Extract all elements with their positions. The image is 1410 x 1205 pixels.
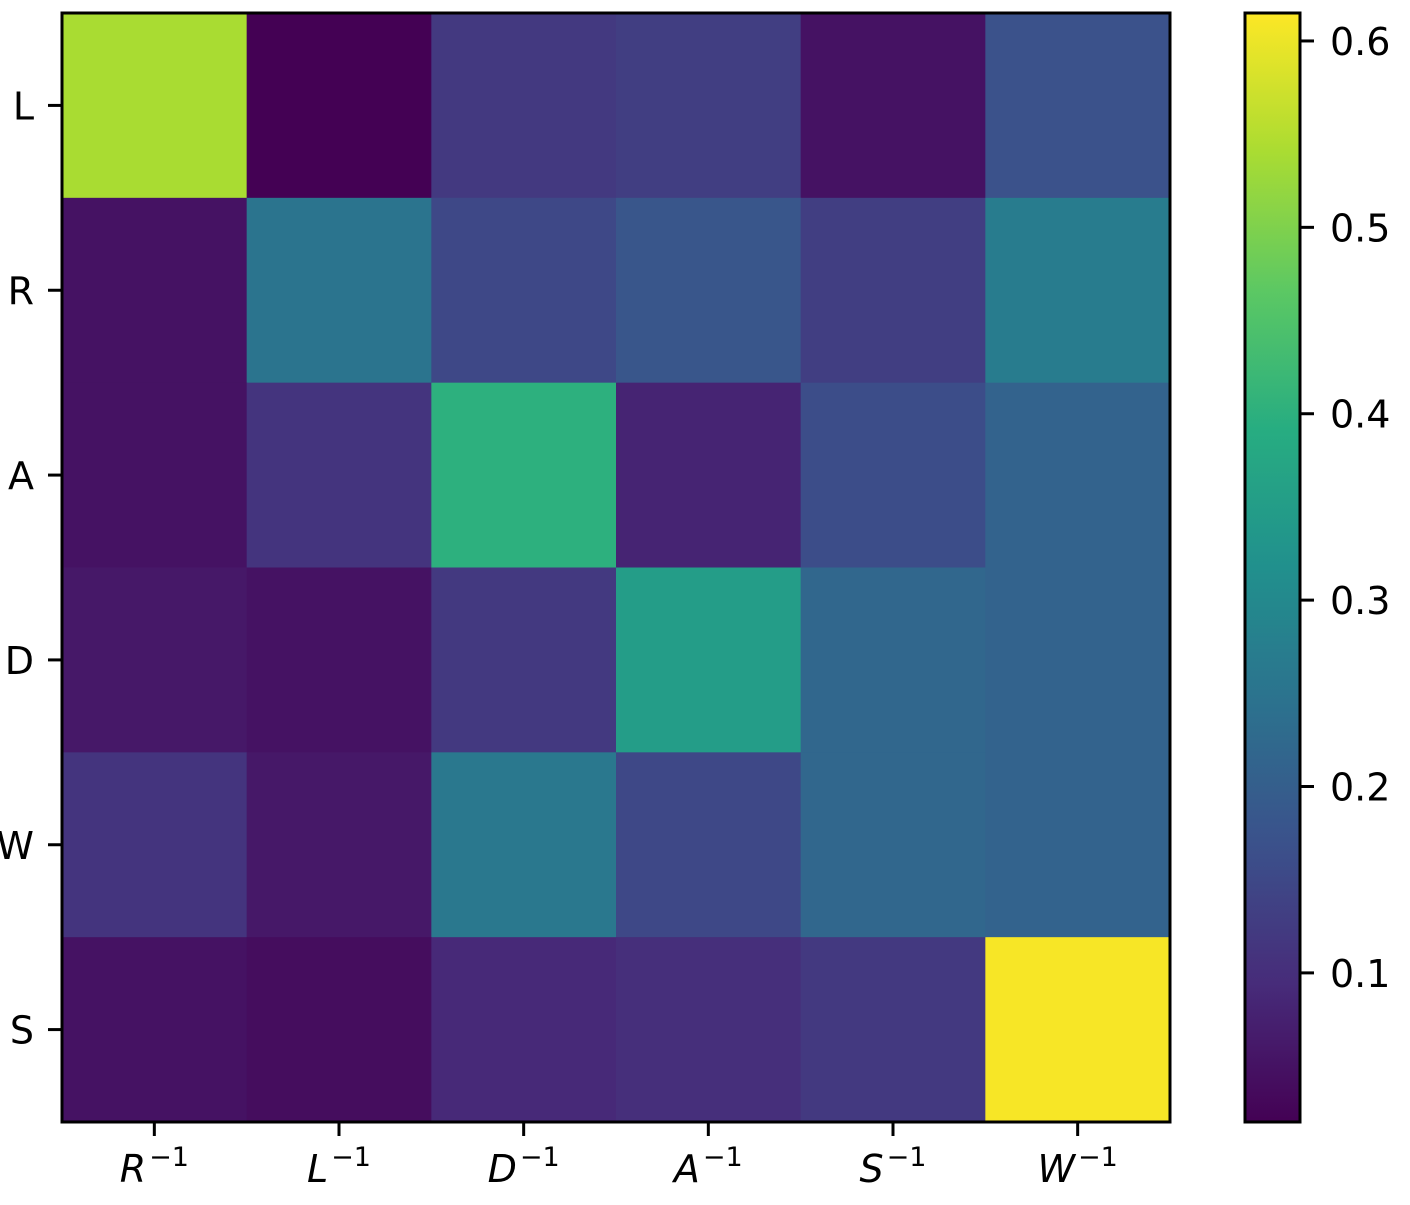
heatmap-cell — [800, 13, 986, 199]
x-tick-label: S −1 — [860, 1142, 927, 1191]
heatmap-cell — [431, 13, 617, 199]
heatmap-cell — [800, 752, 986, 938]
x-tick-label-base: A — [671, 1147, 700, 1191]
colorbar-frame — [1243, 11, 1302, 1124]
colorbar-tick-label: 0.3 — [1330, 579, 1390, 623]
y-tick-label: S — [10, 1009, 34, 1053]
heatmap-cell — [431, 567, 617, 753]
heatmap-cell — [246, 752, 432, 938]
heatmap-cell — [616, 382, 802, 569]
heatmap-cell — [62, 752, 248, 938]
heatmap-cell — [616, 13, 802, 199]
heatmap-cell — [62, 382, 248, 569]
heatmap-cell — [431, 382, 617, 569]
heatmap-cell — [62, 937, 248, 1123]
y-tick-label: W — [0, 824, 34, 868]
colorbar-tick-label: 0.6 — [1330, 20, 1390, 64]
colorbar-tick-label: 0.1 — [1330, 952, 1390, 996]
colorbar-tick-label: 0.4 — [1330, 393, 1390, 437]
heatmap-cell — [431, 937, 617, 1123]
x-tick-label: R −1 — [120, 1142, 189, 1191]
x-tick-label: D −1 — [488, 1142, 560, 1191]
x-tick-label-exponent: −1 — [1078, 1142, 1118, 1173]
heatmap-cell — [985, 382, 1171, 569]
heatmap-cell — [246, 382, 432, 569]
y-tick-label: A — [8, 454, 34, 498]
x-tick-label-base: L — [307, 1147, 328, 1191]
plot-frame — [60, 11, 1172, 1124]
heatmap-cells — [62, 13, 1171, 1123]
colorbar-tick-label: 0.2 — [1330, 766, 1390, 810]
heatmap-cell — [616, 752, 802, 938]
colorbar-gradient — [1245, 13, 1300, 1122]
x-tick-label-base: W — [1037, 1147, 1076, 1191]
y-tick-label: R — [8, 269, 34, 313]
heatmap-cell — [800, 382, 986, 569]
heatmap-cell — [800, 937, 986, 1123]
y-tick-label: D — [5, 639, 34, 683]
heatmap-cell — [246, 13, 432, 199]
x-tick-label-base: D — [488, 1147, 517, 1191]
x-tick-label: W −1 — [1037, 1142, 1117, 1191]
heatmap-cell — [616, 197, 802, 384]
x-tick-label-exponent: −1 — [149, 1142, 189, 1173]
heatmap-cell — [985, 752, 1171, 938]
x-tick-label: L −1 — [307, 1142, 371, 1191]
colorbar: 0.1 0.2 0.3 0.4 0.5 0.6 — [1243, 11, 1390, 1124]
x-tick-label-base: S — [860, 1147, 884, 1191]
x-tick-label-exponent: −1 — [520, 1142, 560, 1173]
heatmap-cell — [985, 567, 1171, 753]
heatmap-cell — [800, 567, 986, 753]
x-tick-label-base: R — [120, 1147, 146, 1191]
heatmap-cell — [616, 937, 802, 1123]
x-tick-label: A −1 — [671, 1142, 743, 1191]
x-tick-label-exponent: −1 — [331, 1142, 371, 1173]
heatmap-cell — [62, 567, 248, 753]
colorbar-tick-label: 0.5 — [1330, 206, 1390, 250]
x-tick-label-exponent: −1 — [887, 1142, 927, 1173]
heatmap-cell — [985, 937, 1171, 1123]
heatmap-cell — [246, 567, 432, 753]
heatmap-cell — [62, 13, 248, 199]
heatmap-cell — [985, 197, 1171, 384]
heatmap-cell — [616, 567, 802, 753]
heatmap-cell — [62, 197, 248, 384]
heatmap-cell — [246, 197, 432, 384]
heatmap-cell — [800, 197, 986, 384]
y-tick-label: L — [13, 84, 34, 128]
heatmap-cell — [985, 13, 1171, 199]
x-tick-label-exponent: −1 — [703, 1142, 743, 1173]
heatmap-cell — [431, 752, 617, 938]
heatmap-cell — [431, 197, 617, 384]
heatmap-cell — [246, 937, 432, 1123]
